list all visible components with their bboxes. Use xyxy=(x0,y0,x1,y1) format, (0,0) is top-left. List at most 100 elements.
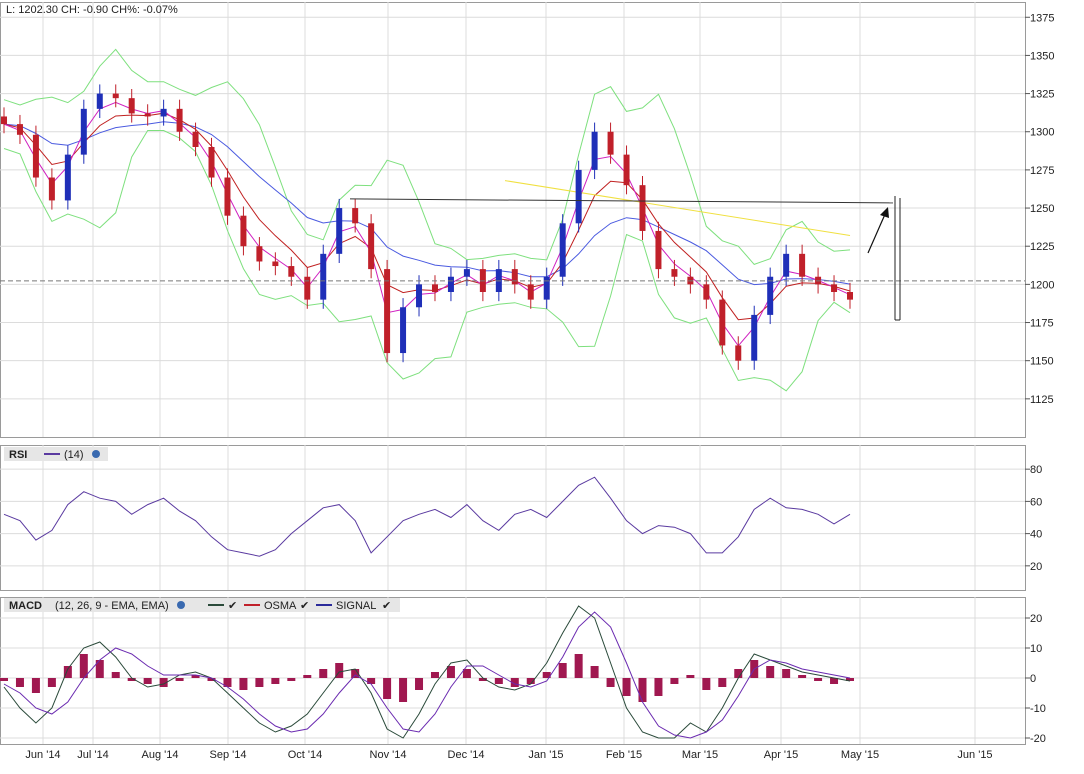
ema-slow-line xyxy=(3,121,851,286)
candle-body xyxy=(751,314,758,361)
annotation-arrow-line xyxy=(867,211,887,254)
osma-bar xyxy=(239,678,248,690)
x-tick-label: Aug '14 xyxy=(142,749,179,761)
rsi-tick-label: 40 xyxy=(1030,529,1042,541)
osma-bar xyxy=(462,669,471,678)
osma-bar xyxy=(95,660,104,678)
candle-body xyxy=(64,154,71,201)
candle-body xyxy=(112,93,119,99)
candle-body xyxy=(639,185,646,231)
candle-body xyxy=(256,246,263,262)
candle-body xyxy=(400,307,407,354)
osma-bar xyxy=(79,654,88,678)
osma-bar xyxy=(766,666,775,678)
candle-body xyxy=(431,284,438,292)
candle-body xyxy=(32,134,39,178)
macd-tick-label: 20 xyxy=(1030,613,1042,625)
osma-legend-label: OSMA xyxy=(264,600,297,612)
osma-bar xyxy=(734,669,743,678)
osma-bar xyxy=(430,672,439,678)
candle-body xyxy=(192,131,199,147)
candle-body xyxy=(799,253,806,277)
panel-frame xyxy=(0,597,1026,745)
candle-body xyxy=(16,124,23,135)
price-quote-header: L: 1202.30 CH: -0.90 CH%: -0.07% xyxy=(6,4,178,16)
osma-bar xyxy=(654,678,663,696)
osma-bar xyxy=(47,678,56,687)
candle-body xyxy=(511,269,518,285)
osma-bar xyxy=(207,678,216,681)
x-tick-label: Mar '15 xyxy=(682,749,718,761)
x-tick-label: Jul '14 xyxy=(77,749,108,761)
osma-check-icon[interactable]: ✔ xyxy=(300,600,309,612)
osma-bar xyxy=(223,678,232,687)
long-ma-line xyxy=(504,180,851,237)
osma-bar xyxy=(622,678,631,696)
bollinger-upper-line xyxy=(3,48,851,265)
osma-bar xyxy=(399,678,408,702)
osma-bar xyxy=(191,675,200,678)
osma-bar xyxy=(415,678,424,690)
candle-body xyxy=(463,269,470,277)
price-tick-label: 1375 xyxy=(1030,12,1054,24)
candle-body xyxy=(527,284,534,300)
annotation-arrow-head xyxy=(880,207,889,218)
osma-bar xyxy=(383,678,392,699)
candle-body xyxy=(847,292,853,300)
osma-bar xyxy=(830,678,839,684)
candle-body xyxy=(80,108,87,155)
osma-bar xyxy=(159,678,168,687)
candle-body xyxy=(128,98,135,114)
candle-body xyxy=(831,284,838,292)
x-tick-label: Jan '15 xyxy=(528,749,563,761)
candle-body xyxy=(208,147,215,178)
panel-frame xyxy=(0,445,1026,591)
osma-bar xyxy=(63,666,72,678)
candle-body xyxy=(575,169,582,224)
candle-body xyxy=(352,208,359,224)
price-tick-label: 1150 xyxy=(1030,356,1054,368)
candle-body xyxy=(735,345,742,361)
osma-bar xyxy=(175,678,184,681)
bollinger-lower-line xyxy=(3,130,851,392)
price-tick-label: 1175 xyxy=(1030,318,1054,330)
osma-bar xyxy=(494,678,503,684)
signal-check-icon[interactable]: ✔ xyxy=(382,600,391,612)
candle-body xyxy=(368,223,375,270)
candle-body xyxy=(176,108,183,132)
osma-bar xyxy=(287,678,296,681)
candle-body xyxy=(416,284,423,308)
price-tick-label: 1300 xyxy=(1030,127,1054,139)
ema-mid-line xyxy=(3,112,851,321)
rsi-tick-label: 20 xyxy=(1030,561,1042,573)
osma-bar xyxy=(31,678,40,693)
signal-series-line xyxy=(3,611,851,739)
candle-body xyxy=(623,154,630,186)
rsi-label: RSI xyxy=(9,449,27,461)
rsi-settings-icon[interactable] xyxy=(92,450,100,458)
candle-body xyxy=(288,266,295,277)
osma-bar xyxy=(606,678,615,687)
osma-bar xyxy=(303,675,312,678)
rsi-params: (14) xyxy=(64,449,84,461)
osma-bar xyxy=(846,678,854,681)
candle-body xyxy=(144,113,151,117)
osma-bar xyxy=(702,678,711,690)
macd-check-icon[interactable]: ✔ xyxy=(228,600,237,612)
osma-bar xyxy=(15,678,24,687)
candle-body xyxy=(160,108,167,117)
macd-settings-icon[interactable] xyxy=(177,601,185,609)
osma-bar xyxy=(718,678,727,687)
price-tick-label: 1350 xyxy=(1030,50,1054,62)
price-tick-label: 1200 xyxy=(1030,279,1054,291)
osma-bar xyxy=(782,669,791,678)
osma-bar xyxy=(367,678,376,684)
candle-body xyxy=(591,131,598,170)
osma-bar xyxy=(319,669,328,678)
x-tick-label: Jun '14 xyxy=(25,749,60,761)
osma-bar xyxy=(446,666,455,678)
candle-body xyxy=(96,93,103,109)
price-tick-label: 1250 xyxy=(1030,203,1054,215)
osma-bar xyxy=(478,678,487,681)
